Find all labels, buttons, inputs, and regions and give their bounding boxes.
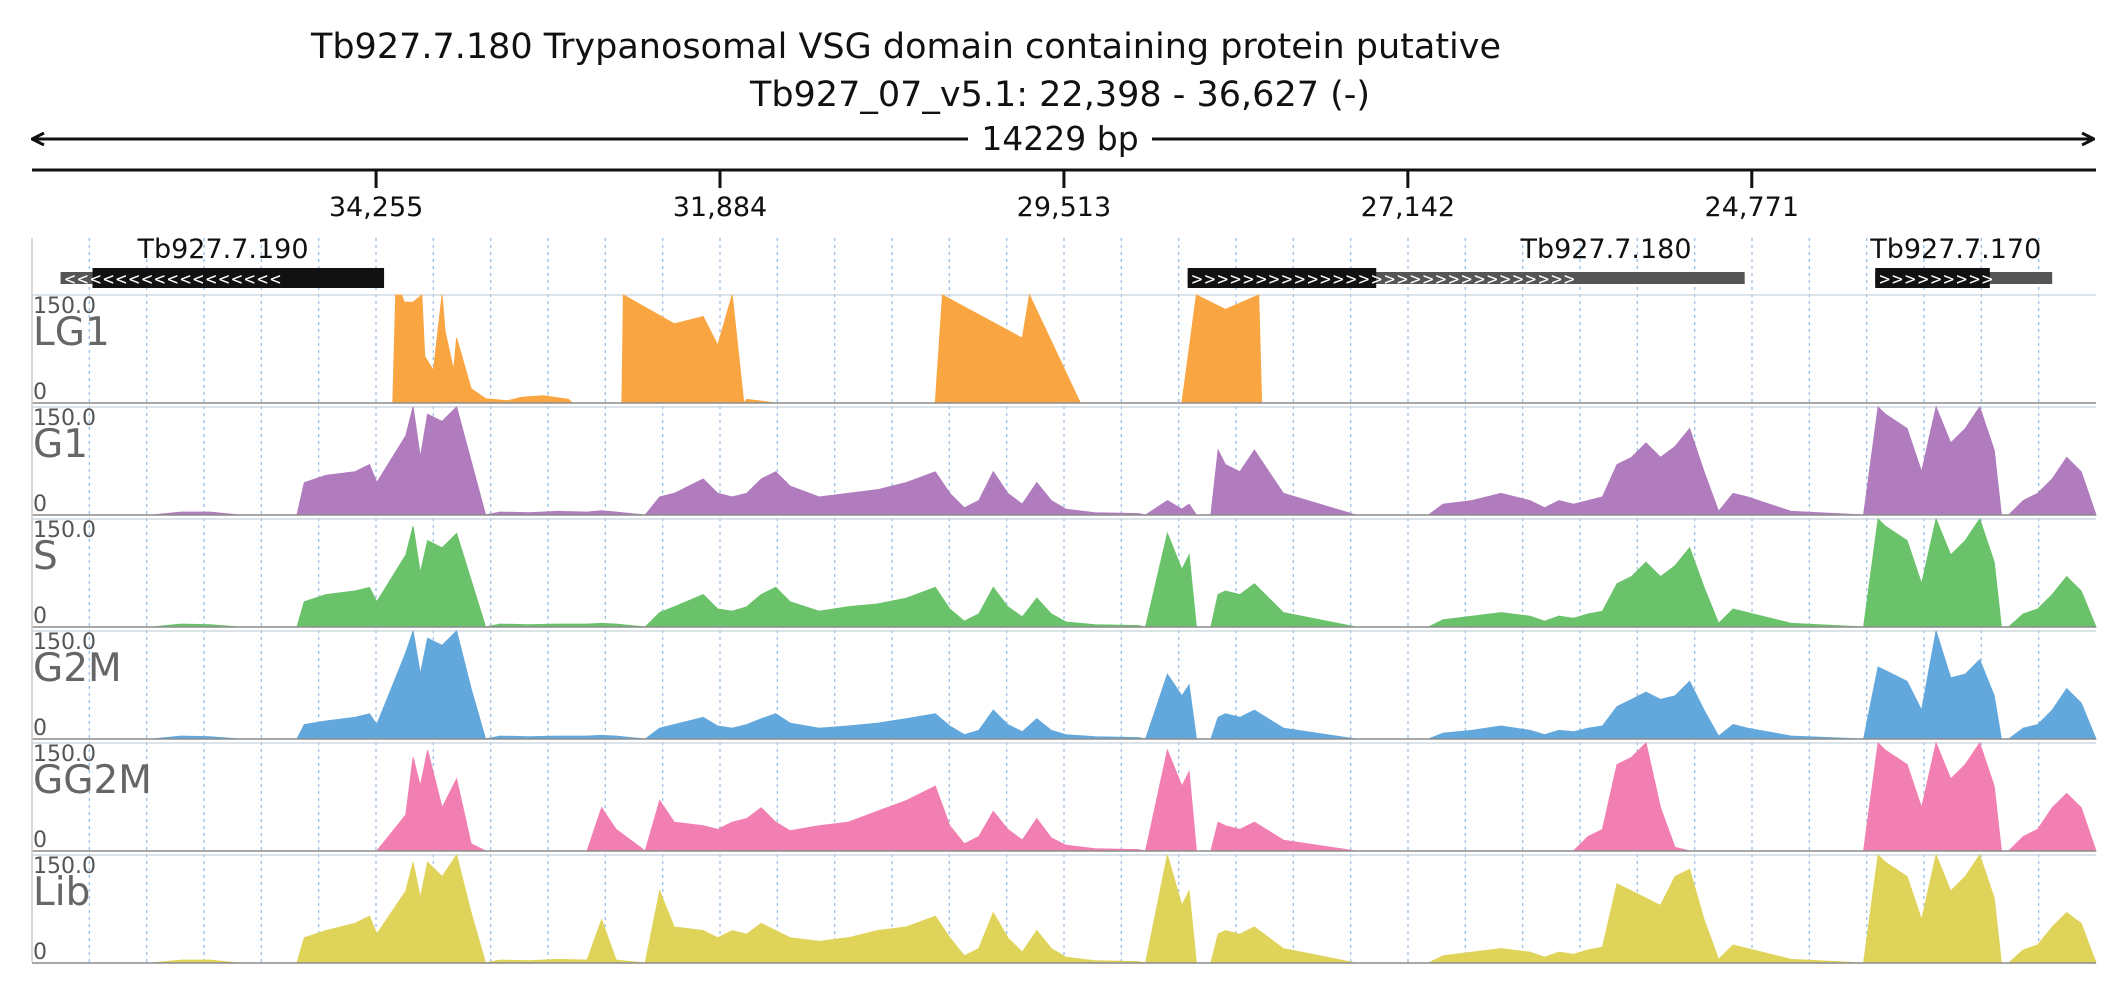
tick-label-31-884: 31,884: [673, 192, 767, 223]
track-min-label: 0: [33, 940, 47, 965]
track-s: 150.0 0 S: [32, 517, 2097, 629]
tick-label-24-771: 24,771: [1705, 192, 1799, 223]
track-g2m: 150.0 0 G2M: [32, 630, 2097, 741]
track-name-label: G2M: [33, 646, 122, 691]
gene-label: Tb927.7.190: [136, 234, 308, 265]
chart-title: Tb927.7.180 Trypanosomal VSG domain cont…: [310, 27, 1501, 67]
track-name-label: GG2M: [33, 758, 152, 803]
track-max-label: 150.0: [33, 406, 96, 431]
gene-label: Tb927.7.170: [1869, 234, 2041, 265]
tick-label-29-513: 29,513: [1017, 192, 1111, 223]
track-name-label: Lib: [33, 870, 90, 915]
coordinate-ticks: 34,255 31,884 29,513 27,142 24,771: [329, 170, 1799, 223]
track-min-label: 0: [33, 380, 47, 405]
gene-strand-arrows: <<<<<<<<<<<<<<<<<: [65, 269, 283, 290]
track-min-label: 0: [33, 828, 47, 853]
tick-label-34-255: 34,255: [329, 192, 423, 223]
coverage-area-lg1: [32, 293, 2096, 405]
coverage-tracks: 150.00LG1150.00G1150.00S150.00G2M150.00G…: [32, 293, 2097, 965]
track-lg1: 150.0 0 LG1: [32, 293, 2096, 405]
chart-subtitle: Tb927_07_v5.1: 22,398 - 36,627 (-): [749, 75, 1370, 115]
track-name-label: S: [33, 534, 58, 579]
track-max-label: 150.0: [33, 854, 96, 879]
track-min-label: 0: [33, 716, 47, 741]
track-max-label: 150.0: [33, 294, 96, 319]
gene-cds-bar: [1187, 268, 1377, 288]
track-g1: 150.0 0 G1: [32, 405, 2097, 517]
gene-strand-arrows: >>>>>>>>>>>>>>>>>>>>>>>>>>>>>>: [1192, 269, 1577, 290]
gene-tb927-7-180[interactable]: >>>>>>>>>>>>>>>>>>>>>>>>>>>>>> Tb927.7.18…: [1187, 234, 1745, 290]
track-gg2m: 150.0 0 GG2M: [32, 741, 2097, 853]
track-name-label: LG1: [33, 310, 110, 355]
tick-label-27-142: 27,142: [1361, 192, 1455, 223]
span-indicator: 14229 bp: [32, 119, 2094, 158]
track-min-label: 0: [33, 492, 47, 517]
track-max-label: 150.0: [33, 630, 96, 655]
span-label: 14229 bp: [981, 119, 1138, 158]
gene-strand-arrows: >>>>>>>>>: [1879, 269, 1995, 290]
gene-label: Tb927.7.180: [1519, 234, 1691, 265]
track-max-label: 150.0: [33, 742, 96, 767]
track-min-label: 0: [33, 604, 47, 629]
gene-cds-bar: [1875, 268, 1990, 288]
gene-cds-bar: [92, 268, 385, 288]
gene-tb927-7-190[interactable]: <<<<<<<<<<<<<<<<< Tb927.7.190: [60, 234, 385, 290]
track-lib: 150.0 0 Lib: [32, 853, 2097, 965]
track-name-label: G1: [33, 422, 88, 467]
gene-tb927-7-170[interactable]: >>>>>>>>> Tb927.7.170: [1869, 234, 2053, 290]
gene-models: <<<<<<<<<<<<<<<<<Tb927.7.190>>>>>>>>>>>>…: [60, 234, 2053, 290]
track-max-label: 150.0: [33, 518, 96, 543]
